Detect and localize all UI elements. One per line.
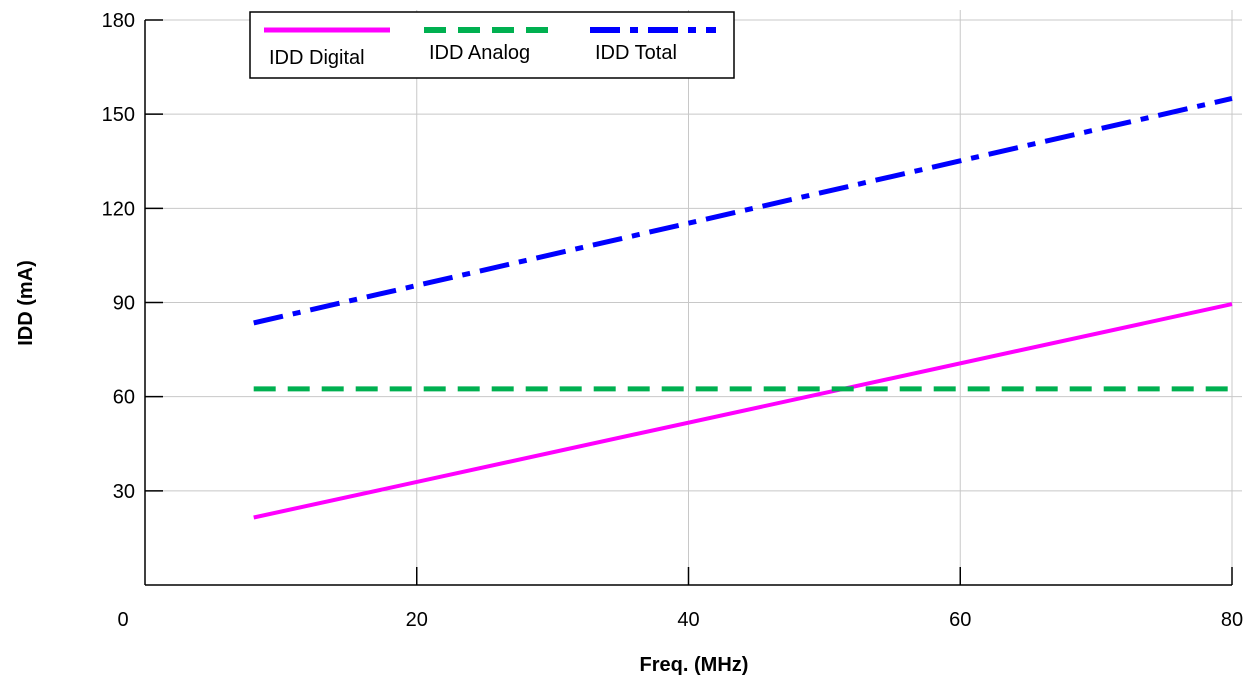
legend-box [249,11,735,79]
y-tick-label-150: 150 [102,104,135,126]
legend-label-1: IDD Digital [269,47,365,69]
x-tick-label-60: 60 [949,609,971,631]
series-line-1 [253,302,1233,520]
y-axis-title: IDD (mA) [15,260,37,346]
x-tick-label-0: 0 [117,609,128,631]
y-tick-label-60: 60 [113,387,135,409]
x-tick-label-80: 80 [1221,609,1243,631]
grid [145,10,1242,585]
legend-label-3: IDD Total [595,42,677,64]
legend-label-2: IDD Analog [429,42,530,64]
x-tick-label-40: 40 [677,609,699,631]
x-tick-label-20: 20 [406,609,428,631]
y-tick-label-30: 30 [113,481,135,503]
legend: IDD Digital IDD Analog IDD Total [249,11,735,79]
series-layer [253,96,1233,520]
y-tick-label-90: 90 [113,293,135,315]
y-tick-label-120: 120 [102,198,135,220]
ticks: 0 20 40 60 80 30 60 90 120 150 180 [102,10,1244,631]
y-tick-label-180: 180 [102,10,135,32]
series-line-3 [253,96,1233,326]
x-axis-title: Freq. (MHz) [640,654,749,676]
